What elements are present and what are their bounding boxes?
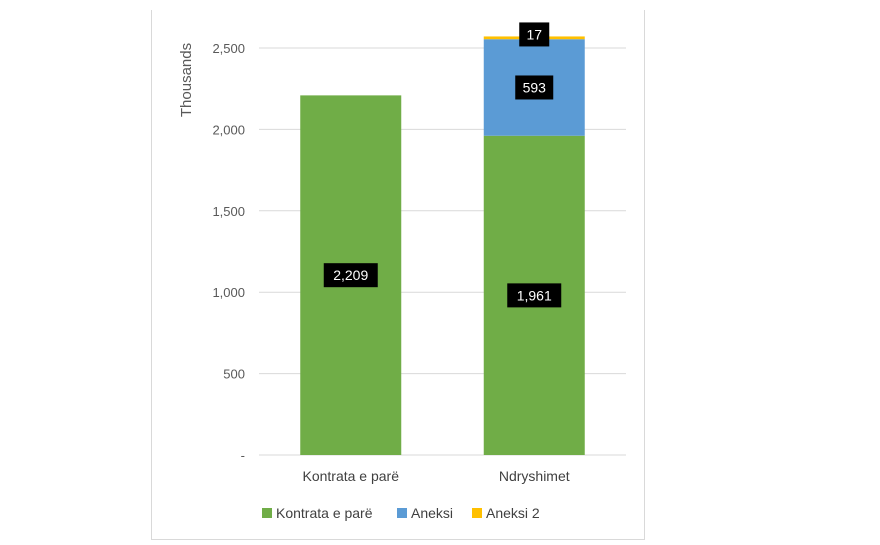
x-category-label: Ndryshimet (499, 468, 570, 484)
legend-label: Kontrata e parë (276, 505, 373, 521)
category-labels: Kontrata e parë Ndryshimet (302, 468, 569, 484)
legend: Kontrata e parë Aneksi Aneksi 2 (262, 505, 540, 521)
y-tick-label: 2,500 (212, 41, 245, 56)
chart-frame (151, 10, 645, 540)
legend-label: Aneksi (411, 505, 453, 521)
y-tick-label: 1,000 (212, 285, 245, 300)
data-label: 2,209 (333, 267, 368, 283)
y-tick-label: - (241, 448, 245, 463)
data-label: 17 (526, 26, 542, 42)
data-label-box (323, 263, 378, 288)
data-label: 593 (523, 79, 547, 95)
y-axis-ticks: - 500 1,000 1,500 2,000 2,500 (212, 41, 245, 463)
data-label-box (519, 22, 550, 47)
y-tick-label: 500 (223, 367, 245, 382)
y-tick-label: 2,000 (212, 122, 245, 137)
legend-swatch (397, 508, 407, 518)
data-labels: 2,209 1,961 593 17 (323, 22, 562, 308)
x-category-label: Kontrata e parë (302, 468, 399, 484)
data-label-box (515, 75, 554, 100)
legend-label: Aneksi 2 (486, 505, 540, 521)
legend-swatch (262, 508, 272, 518)
data-label-box (507, 283, 562, 308)
data-label: 1,961 (517, 287, 552, 303)
y-tick-label: 1,500 (212, 204, 245, 219)
legend-swatch (472, 508, 482, 518)
y-axis-label: Thousands (178, 43, 195, 117)
